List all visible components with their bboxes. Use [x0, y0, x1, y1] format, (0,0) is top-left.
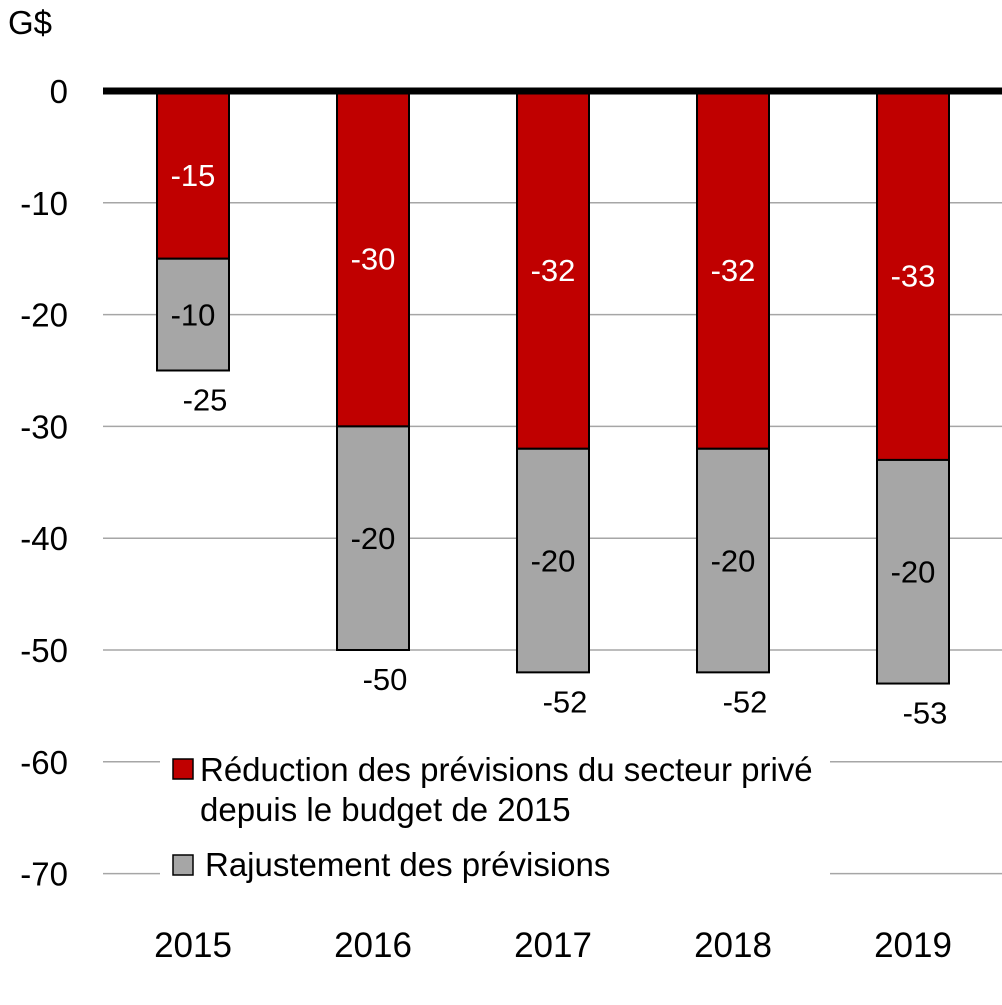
y-tick-label: -10: [20, 185, 68, 222]
data-label-forecast-adjustment: -20: [531, 544, 576, 579]
data-label-private-sector-reduction: -30: [351, 242, 396, 277]
legend-label-forecast-adjustment: Rajustement des prévisions: [205, 846, 610, 883]
bar-private-sector-reduction: [156, 90, 230, 260]
data-label-private-sector-reduction: -32: [711, 253, 756, 288]
data-label-forecast-adjustment: -20: [351, 521, 396, 556]
bar-forecast-adjustment: [876, 458, 950, 685]
bar-private-sector-reduction: [876, 90, 950, 461]
legend-label-private-sector-reduction: depuis le budget de 2015: [200, 791, 571, 828]
bar-forecast-adjustment: [156, 257, 230, 372]
legend-swatch-private-sector-reduction: [172, 758, 194, 780]
x-axis-ticks: 2015 2016 2017 2018 2019: [154, 926, 952, 965]
bar-forecast-adjustment: [336, 425, 410, 651]
bar-forecast-adjustment: [516, 447, 590, 674]
data-label-private-sector-reduction: -15: [171, 158, 216, 193]
y-tick-label: -40: [20, 520, 68, 557]
data-label-total: -52: [723, 684, 768, 719]
x-tick-label: 2017: [514, 926, 592, 965]
y-axis-ticks: 0 -10 -20 -30 -40 -50 -60 -70: [20, 73, 68, 893]
bar-forecast-adjustment: [696, 447, 770, 674]
x-tick-label: 2019: [874, 926, 952, 965]
y-tick-label: -60: [20, 744, 68, 781]
data-label-forecast-adjustment: -10: [171, 298, 216, 333]
x-tick-label: 2018: [694, 926, 772, 965]
data-label-total: -25: [183, 383, 228, 418]
data-label-private-sector-reduction: -32: [531, 253, 576, 288]
y-tick-label: -30: [20, 408, 68, 445]
data-label-forecast-adjustment: -20: [891, 555, 936, 590]
bars: -15 -10 -25 -30 -20 -50 -32 -20 -52 -32 -20 -52 -33 -…: [156, 90, 950, 731]
y-axis-unit-label: G$: [8, 4, 52, 41]
y-tick-label: -20: [20, 297, 68, 334]
data-label-total: -50: [363, 662, 408, 697]
legend: Réduction des prévisions du secteur priv…: [172, 751, 813, 883]
legend-swatch-forecast-adjustment: [172, 854, 194, 876]
data-label-forecast-adjustment: -20: [711, 544, 756, 579]
x-tick-label: 2015: [154, 926, 232, 965]
y-tick-label: 0: [50, 73, 68, 110]
data-label-total: -52: [543, 684, 588, 719]
legend-label-private-sector-reduction: Réduction des prévisions du secteur priv…: [200, 751, 813, 788]
data-label-private-sector-reduction: -33: [891, 258, 936, 293]
y-tick-label: -70: [20, 856, 68, 893]
data-label-total: -53: [903, 696, 948, 731]
y-tick-label: -50: [20, 632, 68, 669]
x-tick-label: 2016: [334, 926, 412, 965]
